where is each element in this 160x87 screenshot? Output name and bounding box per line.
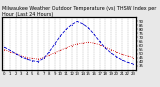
Text: Milwaukee Weather Outdoor Temperature (vs) THSW Index per Hour (Last 24 Hours): Milwaukee Weather Outdoor Temperature (v…: [2, 6, 156, 17]
